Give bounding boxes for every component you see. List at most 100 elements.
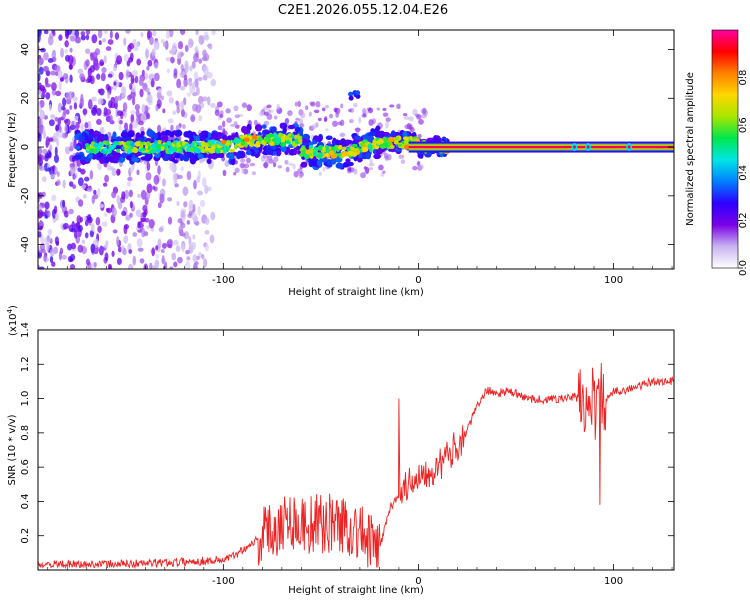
spectrogram-band-blob <box>105 156 113 161</box>
spectrogram-frame <box>37 29 675 270</box>
spectrogram-noise-blob <box>329 113 333 119</box>
spectrogram-band-blob <box>254 146 259 155</box>
spectrogram-band-blob <box>325 135 333 141</box>
spectrogram-noise-blob <box>69 124 76 131</box>
spectrogram-noise-blob <box>138 78 144 86</box>
spectrogram-core-blob <box>268 133 274 138</box>
spectrogram-noise-blob <box>58 81 62 91</box>
spectrogram-noise-blob <box>159 193 164 200</box>
spectrogram-core-blob <box>402 136 410 141</box>
spectrogram-core-blob <box>129 141 136 147</box>
spectrogram-band-blob <box>265 147 274 156</box>
spectrogram-noise-blob <box>169 162 175 171</box>
spectrogram-noise-blob <box>251 171 256 176</box>
spectrogram-noise-blob <box>176 78 182 89</box>
spectrogram-noise-blob <box>51 194 57 201</box>
spectrogram-noise-blob <box>147 59 153 67</box>
spectrogram-noise-blob <box>83 215 87 221</box>
spectrogram-noise-blob <box>165 57 171 62</box>
spectrogram-noise-blob <box>62 222 69 230</box>
spectrogram-noise-blob <box>71 121 75 126</box>
spectrogram-noise-blob <box>91 195 95 204</box>
spectrogram-noise-blob <box>207 96 211 106</box>
spectrogram-noise-blob <box>74 36 81 44</box>
spectrogram-core-blob <box>134 141 141 147</box>
spectrogram-noise-blob <box>89 169 94 180</box>
spectrogram-core-blob <box>280 142 287 147</box>
spectrogram-noise-blob <box>80 31 86 36</box>
spectrogram-noise-blob <box>55 71 59 76</box>
top-y-axis-label: Frequency (Hz) <box>7 112 18 188</box>
spectrogram-noise-blob <box>153 174 160 185</box>
spectrogram-core-blob <box>284 135 290 141</box>
spectrogram-band-blob <box>74 145 81 150</box>
spectrogram-noise-blob <box>129 165 134 173</box>
spectrogram-noise-blob <box>97 30 103 39</box>
spectrogram-noise-blob <box>82 108 88 115</box>
spectrogram-noise-blob <box>293 170 299 178</box>
spectrogram-noise-blob <box>144 87 150 93</box>
spectrogram-noise-blob <box>128 263 134 269</box>
spectrogram-core-blob <box>96 145 101 150</box>
spectrogram-noise-blob <box>104 174 109 183</box>
spectrogram-noise-blob <box>85 34 90 41</box>
spectrogram-noise-blob <box>70 242 76 250</box>
spectrogram-noise-blob <box>132 119 138 129</box>
spectrogram-noise-blob <box>56 171 60 177</box>
spectrogram-noise-blob <box>176 101 180 109</box>
spectrogram-noise-blob <box>180 100 185 111</box>
top-y-tick-label: -20 <box>20 188 31 204</box>
spectrogram-noise-blob <box>234 167 240 173</box>
spectrogram-noise-blob <box>365 166 370 174</box>
spectrogram-noise-blob <box>190 114 196 123</box>
spectrogram-noise-blob <box>40 47 46 53</box>
spectrogram-noise-blob <box>195 30 199 36</box>
spectrogram-band-blob <box>182 154 190 162</box>
spectrogram-noise-blob <box>66 30 73 36</box>
spectrogram-noise-blob <box>78 177 84 187</box>
spectrogram-noise-blob <box>38 57 44 66</box>
spectrogram-core-blob <box>200 140 205 147</box>
spectrogram-noise-blob <box>179 85 186 91</box>
spectrogram-noise-blob <box>219 110 224 115</box>
spectrogram-noise-blob <box>80 93 84 103</box>
spectrogram-core-blob <box>98 141 105 147</box>
spectrogram-noise-blob <box>60 47 65 58</box>
spectrogram-noise-blob <box>241 102 248 109</box>
spectrogram-noise-blob <box>76 215 82 224</box>
spectrogram-core-blob <box>324 145 329 151</box>
spectrogram-noise-blob <box>146 183 153 194</box>
top-x-axis-label: Height of straight line (km) <box>288 287 424 298</box>
spectrogram-core-blob <box>116 148 121 153</box>
spectrogram-band-blob <box>131 157 140 163</box>
spectrogram-noise-blob <box>57 102 63 113</box>
spectrogram-noise-blob <box>110 102 116 109</box>
spectrogram-noise-blob <box>186 92 192 97</box>
spectrogram-noise-blob <box>123 37 127 46</box>
spectrogram-noise-blob <box>132 232 138 237</box>
spectrogram-noise-blob <box>154 259 160 269</box>
spectrogram-band-blob <box>354 135 362 140</box>
spectrogram-core-blob <box>302 149 307 156</box>
spectrogram-noise-blob <box>241 169 245 174</box>
spectrogram-noise-blob <box>69 35 76 42</box>
exponent-label: (x104) <box>6 305 19 336</box>
spectrogram-noise-blob <box>157 88 163 94</box>
spectrogram-noise-blob <box>167 197 173 202</box>
spectrogram-noise-blob <box>192 254 198 263</box>
spectrogram-noise-blob <box>87 120 92 130</box>
spectrogram-noise-blob <box>109 264 113 269</box>
spectrogram-noise-blob <box>152 185 156 190</box>
spectrogram-band-blob <box>254 124 263 132</box>
spectrogram-noise-blob <box>129 201 133 209</box>
spectrogram-noise-blob <box>116 55 123 65</box>
spectrogram-band-blob <box>279 122 285 129</box>
spectrogram-noise-blob <box>148 219 155 229</box>
spectrogram-noise-blob <box>77 244 84 253</box>
spectrogram-core-blob <box>89 148 95 154</box>
spectrogram-noise-blob <box>91 96 97 102</box>
svg-text:(x104): (x104) <box>6 305 19 336</box>
spectrogram-core-blob <box>342 146 347 151</box>
spectrogram-noise-blob <box>46 210 51 218</box>
spectrogram-noise-blob <box>48 103 52 112</box>
